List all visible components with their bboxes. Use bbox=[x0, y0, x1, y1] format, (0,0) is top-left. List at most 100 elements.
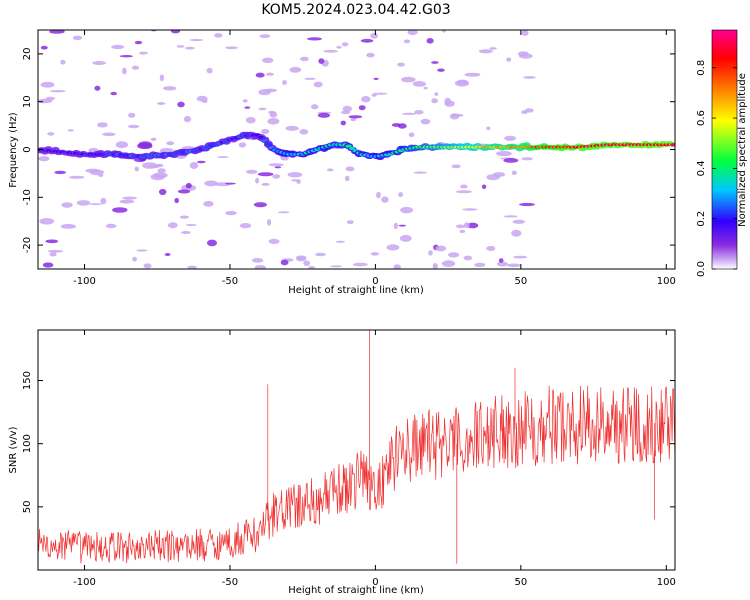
noise-blob bbox=[185, 46, 195, 50]
y-tick-label: 20 bbox=[22, 48, 33, 61]
noise-blob bbox=[478, 49, 493, 54]
noise-blob bbox=[128, 112, 136, 118]
noise-blob bbox=[304, 77, 316, 80]
noise-blob bbox=[262, 57, 274, 63]
noise-blob bbox=[238, 142, 247, 148]
noise-blob bbox=[49, 252, 57, 257]
y-tick-label: -10 bbox=[22, 189, 33, 205]
noise-blob bbox=[462, 208, 478, 211]
noise-blob bbox=[170, 30, 181, 34]
noise-blob bbox=[216, 156, 229, 159]
noise-blob bbox=[253, 202, 267, 208]
noise-blob bbox=[303, 260, 311, 267]
colorbar-ticks: 0.0 0.2 0.4 0.6 0.8 bbox=[696, 60, 737, 277]
ridge-point bbox=[670, 143, 675, 147]
noise-blob bbox=[94, 85, 101, 91]
noise-blob bbox=[274, 166, 282, 169]
noise-blob bbox=[308, 266, 316, 269]
noise-blob bbox=[272, 174, 281, 179]
noise-blob bbox=[318, 58, 325, 64]
noise-blob bbox=[464, 222, 470, 229]
noise-blob bbox=[431, 61, 439, 64]
noise-blob bbox=[69, 175, 85, 179]
noise-blob bbox=[268, 110, 276, 114]
noise-blob bbox=[242, 99, 248, 103]
noise-blob bbox=[401, 76, 416, 83]
noise-blob bbox=[345, 166, 355, 172]
spectrogram-marks bbox=[38, 30, 675, 269]
noise-blob bbox=[177, 189, 191, 194]
noise-blob bbox=[47, 132, 55, 136]
noise-blob bbox=[45, 239, 59, 244]
noise-blob bbox=[313, 81, 323, 88]
noise-blob bbox=[393, 264, 401, 269]
noise-blob bbox=[134, 166, 139, 172]
noise-blob bbox=[350, 117, 357, 122]
noise-blob bbox=[454, 80, 470, 87]
y-tick-label: 50 bbox=[22, 500, 33, 513]
noise-blob bbox=[360, 38, 374, 43]
x-tick-label: 50 bbox=[514, 577, 527, 588]
noise-blob bbox=[398, 192, 403, 198]
x-tick-label: -50 bbox=[222, 276, 238, 287]
noise-blob bbox=[366, 52, 375, 58]
noise-blob bbox=[100, 197, 107, 205]
noise-blob bbox=[340, 120, 346, 126]
y-tick-label: 150 bbox=[22, 371, 33, 390]
noise-blob bbox=[134, 40, 143, 45]
noise-blob bbox=[265, 72, 274, 76]
noise-blob bbox=[258, 89, 271, 96]
noise-blob bbox=[361, 96, 371, 103]
noise-blob bbox=[67, 129, 74, 132]
noise-blob bbox=[289, 66, 302, 73]
noise-blob bbox=[225, 182, 236, 185]
noise-blob bbox=[340, 110, 351, 115]
noise-blob bbox=[407, 30, 418, 35]
noise-blob bbox=[400, 206, 414, 214]
noise-blob bbox=[167, 222, 178, 229]
noise-blob bbox=[98, 173, 104, 177]
noise-blob bbox=[176, 45, 185, 48]
colorbar-tick-label: 0.6 bbox=[696, 110, 707, 126]
noise-blob bbox=[512, 219, 526, 224]
noise-blob bbox=[481, 184, 487, 190]
noise-blob bbox=[317, 112, 330, 118]
noise-blob bbox=[414, 110, 424, 115]
noise-blob bbox=[517, 51, 529, 57]
colorbar: 0.0 0.2 0.4 0.6 0.8 Normalized spectral ampl… bbox=[696, 29, 748, 277]
noise-blob bbox=[54, 170, 67, 175]
noise-blob bbox=[463, 255, 473, 261]
noise-blob bbox=[225, 211, 237, 216]
noise-blob bbox=[139, 51, 148, 55]
noise-blob bbox=[370, 32, 379, 39]
noise-blob bbox=[448, 252, 460, 258]
noise-blob bbox=[60, 59, 66, 65]
noise-blob bbox=[393, 222, 398, 230]
noise-blob bbox=[386, 244, 400, 251]
noise-blob bbox=[420, 118, 431, 125]
noise-blob bbox=[251, 258, 264, 263]
noise-blob bbox=[372, 92, 388, 95]
noise-blob bbox=[61, 202, 73, 208]
noise-blob bbox=[413, 171, 428, 174]
noise-blob bbox=[300, 56, 309, 62]
noise-blob bbox=[267, 219, 272, 226]
noise-blob bbox=[214, 33, 223, 38]
noise-blob bbox=[257, 172, 274, 177]
noise-blob bbox=[323, 49, 339, 53]
noise-blob bbox=[206, 67, 213, 74]
noise-blob bbox=[455, 224, 466, 229]
noise-blob bbox=[277, 211, 290, 214]
noise-blob bbox=[225, 46, 239, 50]
x-tick-label: 0 bbox=[372, 577, 378, 588]
x-tick-label: 100 bbox=[657, 276, 676, 287]
ridge-point bbox=[348, 146, 356, 151]
snr-xlabel: Height of straight line (km) bbox=[288, 585, 424, 596]
noise-blob bbox=[150, 137, 157, 141]
noise-blob bbox=[92, 61, 106, 65]
noise-blob bbox=[441, 30, 446, 33]
noise-blob bbox=[344, 175, 350, 182]
noise-blob bbox=[47, 249, 64, 253]
noise-blob bbox=[511, 170, 517, 175]
noise-blob bbox=[467, 222, 479, 229]
